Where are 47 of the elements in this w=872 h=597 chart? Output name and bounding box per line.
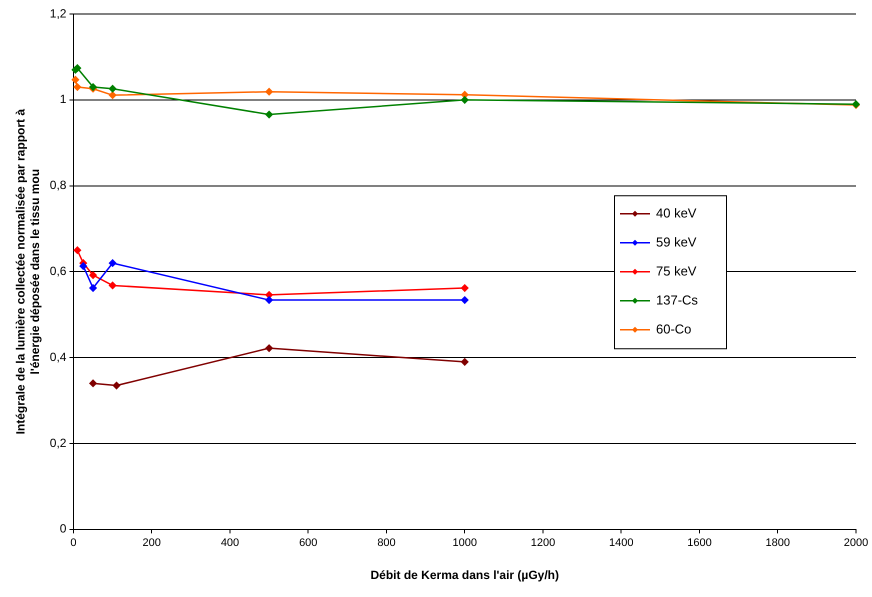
point [74,246,82,254]
point [460,358,468,366]
x-axis-title: Débit de Kerma dans l'air (µGy/h) [370,568,559,582]
x-tick-label: 800 [377,537,396,550]
x-tick-label: 200 [142,537,161,550]
y-tick-label: 0,4 [50,350,67,364]
point [108,91,116,99]
point [460,284,468,292]
point [265,296,273,304]
x-tick-label: 0 [70,537,77,550]
x-tick-label: 1200 [530,537,556,550]
point [74,64,82,72]
x-tick-label: 1800 [766,537,790,550]
y-tick-label: 0,6 [50,264,67,278]
y-tick-label: 1 [60,92,67,106]
point [108,259,116,267]
point [108,84,116,92]
y-tick-label: 0,8 [50,178,67,192]
x-tick-label: 1000 [452,537,477,550]
legend-label: 75 keV [656,263,697,278]
point [112,382,120,390]
point [460,90,468,98]
x-tick-label: 600 [299,537,318,550]
point [265,88,273,96]
legend-label: 137-Cs [656,292,698,308]
legend-label: 40 keV [656,205,697,220]
x-tick-label: 1400 [609,537,634,550]
point [89,380,97,388]
point [72,76,80,84]
point [80,262,88,270]
legend-label: 60-Co [656,321,692,336]
y-tick-label: 0,2 [50,436,67,450]
point [460,296,468,304]
x-tick-label: 1600 [687,537,712,550]
point [265,344,273,352]
y-axis-title: Intégrale de la lumière collectée normalisée par rapport à l'énergie déposée dans le tissu mou [14,108,42,434]
legend-label: 59 keV [656,234,697,250]
point [460,96,468,104]
point [265,110,273,118]
x-tick-label: 2000 [844,537,868,550]
y-tick-label: 0 [60,522,67,536]
point [89,284,97,292]
x-tick-label: 400 [220,537,240,550]
point [74,83,82,91]
point [89,271,97,279]
y-tick-label: 1,2 [50,6,67,20]
point [108,282,116,290]
